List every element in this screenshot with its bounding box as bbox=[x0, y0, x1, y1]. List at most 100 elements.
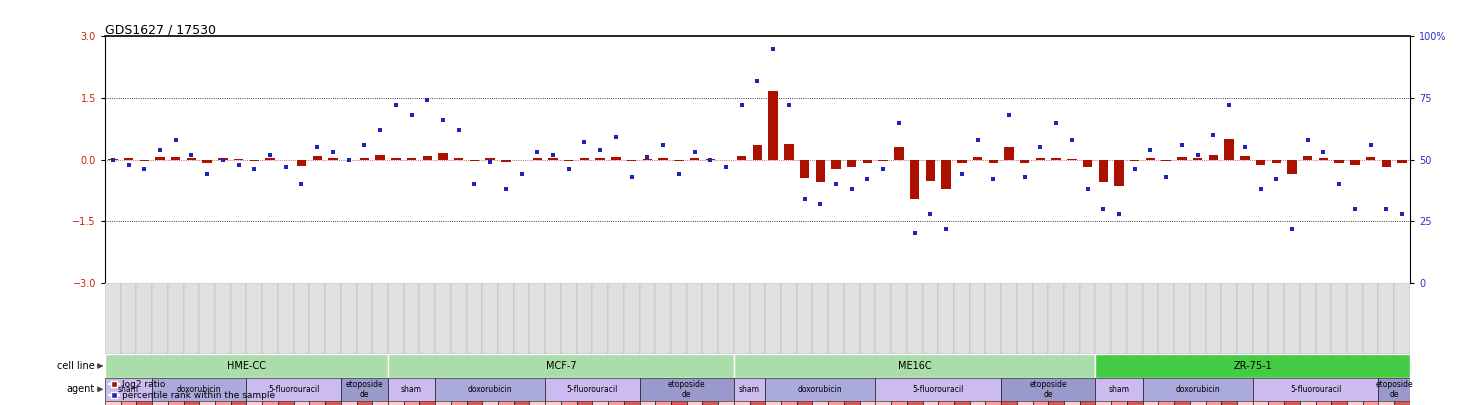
Bar bbox=[309, 401, 325, 405]
Bar bbox=[1222, 283, 1236, 354]
Point bbox=[353, 142, 376, 148]
Bar bbox=[171, 157, 181, 160]
Bar bbox=[1174, 283, 1190, 354]
Point bbox=[1327, 181, 1350, 188]
Bar bbox=[184, 283, 200, 354]
Bar bbox=[844, 283, 860, 354]
Bar bbox=[1095, 401, 1111, 405]
Text: 5-fluorouracil: 5-fluorouracil bbox=[567, 385, 618, 394]
Bar bbox=[1301, 283, 1315, 354]
Bar bbox=[891, 283, 907, 354]
Bar bbox=[1366, 157, 1375, 160]
Bar bbox=[986, 401, 1002, 405]
Point bbox=[793, 196, 816, 202]
Point bbox=[383, 102, 407, 109]
Bar bbox=[1158, 283, 1174, 354]
Bar bbox=[246, 283, 262, 354]
Bar bbox=[703, 401, 719, 405]
Text: etoposide
de: etoposide de bbox=[1375, 379, 1413, 399]
Bar bbox=[1048, 283, 1064, 354]
Bar bbox=[608, 401, 624, 405]
Bar bbox=[219, 158, 227, 160]
Bar bbox=[499, 283, 513, 354]
Bar bbox=[894, 147, 904, 160]
Bar bbox=[1048, 401, 1064, 405]
Bar bbox=[1378, 378, 1410, 401]
Point bbox=[321, 149, 344, 156]
Point bbox=[824, 181, 847, 188]
Point bbox=[462, 181, 486, 188]
Bar bbox=[548, 158, 558, 160]
Bar bbox=[168, 401, 184, 405]
Bar bbox=[1158, 401, 1174, 405]
Bar bbox=[137, 283, 152, 354]
Bar bbox=[580, 158, 589, 160]
Bar bbox=[388, 283, 404, 354]
Point bbox=[432, 117, 455, 124]
Bar bbox=[265, 158, 274, 160]
Bar bbox=[1064, 283, 1080, 354]
Point bbox=[117, 161, 140, 168]
Bar bbox=[502, 160, 510, 162]
Bar bbox=[1284, 283, 1301, 354]
Bar bbox=[812, 401, 828, 405]
Bar bbox=[312, 156, 322, 160]
Bar bbox=[407, 158, 417, 160]
Point bbox=[258, 151, 281, 158]
Bar bbox=[214, 283, 230, 354]
Bar bbox=[233, 159, 243, 160]
Point bbox=[478, 159, 502, 165]
Bar bbox=[1331, 401, 1347, 405]
Bar bbox=[863, 160, 872, 163]
Bar bbox=[529, 283, 545, 354]
Bar bbox=[278, 283, 293, 354]
Bar bbox=[1271, 160, 1282, 163]
Bar bbox=[1350, 160, 1359, 164]
Bar bbox=[1032, 283, 1048, 354]
Bar bbox=[939, 283, 954, 354]
Bar bbox=[1190, 401, 1206, 405]
Bar bbox=[214, 401, 230, 405]
Point bbox=[149, 147, 172, 153]
Bar bbox=[752, 145, 763, 160]
Bar bbox=[1252, 401, 1268, 405]
Bar bbox=[434, 283, 451, 354]
Point bbox=[557, 166, 580, 173]
Bar bbox=[105, 378, 152, 401]
Bar bbox=[733, 354, 1095, 378]
Bar bbox=[1206, 283, 1222, 354]
Bar bbox=[360, 158, 369, 160]
Point bbox=[1250, 186, 1273, 192]
Point bbox=[1029, 144, 1053, 151]
Bar bbox=[954, 283, 970, 354]
Point bbox=[1185, 151, 1209, 158]
Bar bbox=[140, 160, 149, 161]
Bar bbox=[1315, 401, 1331, 405]
Point bbox=[195, 171, 219, 178]
Bar bbox=[1143, 378, 1252, 401]
Bar bbox=[1193, 158, 1203, 160]
Bar bbox=[1394, 283, 1410, 354]
Point bbox=[698, 156, 722, 163]
Point bbox=[951, 171, 974, 178]
Bar bbox=[156, 157, 165, 160]
Point bbox=[165, 136, 188, 143]
Bar bbox=[1382, 160, 1391, 167]
Bar bbox=[328, 158, 338, 160]
Bar bbox=[671, 283, 687, 354]
Bar bbox=[765, 401, 781, 405]
Bar bbox=[972, 157, 983, 160]
Bar bbox=[325, 401, 341, 405]
Bar bbox=[561, 283, 576, 354]
Text: sham: sham bbox=[1108, 385, 1130, 394]
Bar bbox=[391, 158, 401, 160]
Bar bbox=[564, 160, 573, 161]
Point bbox=[777, 102, 800, 109]
Point bbox=[526, 149, 550, 156]
Bar bbox=[926, 160, 935, 181]
Bar bbox=[1363, 283, 1378, 354]
Bar bbox=[187, 158, 197, 160]
Bar bbox=[262, 283, 278, 354]
Point bbox=[620, 174, 643, 180]
Bar bbox=[262, 401, 278, 405]
